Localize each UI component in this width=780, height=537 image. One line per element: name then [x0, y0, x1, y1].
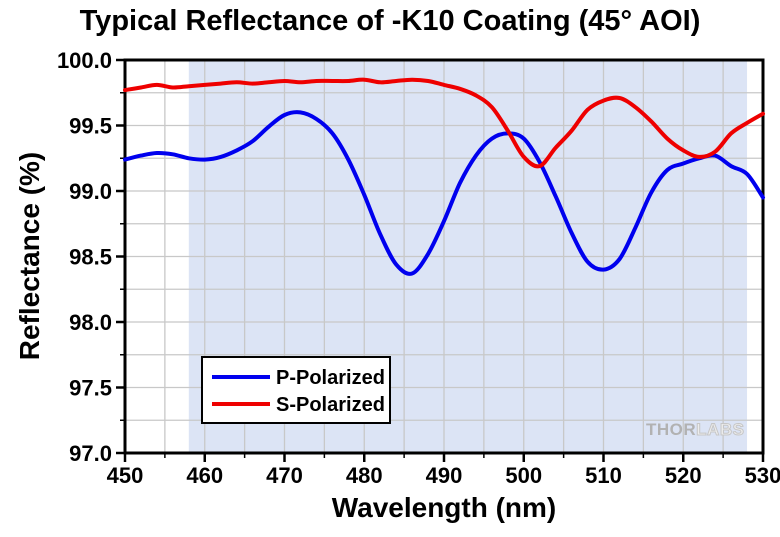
y-tick-label: 97.5	[69, 376, 112, 401]
x-tick-label: 520	[665, 463, 702, 488]
legend-label-s-polarized: S-Polarized	[276, 394, 385, 416]
y-tick-label: 99.0	[69, 179, 112, 204]
y-tick-label: 100.0	[57, 48, 112, 73]
x-tick-label: 530	[745, 463, 780, 488]
y-tick-label: 99.5	[69, 114, 112, 139]
legend	[201, 356, 391, 424]
x-tick-label: 510	[585, 463, 622, 488]
x-tick-label: 500	[505, 463, 542, 488]
plot-frame	[123, 58, 765, 455]
y-tick-label: 98.5	[69, 245, 112, 270]
y-tick-label: 98.0	[69, 310, 112, 335]
thorlabs-watermark: THORLABS	[646, 420, 744, 440]
legend-label-p-polarized: P-Polarized	[276, 367, 385, 389]
watermark-thor: THOR	[646, 420, 697, 439]
series-s-polarized	[123, 77, 765, 169]
x-tick-label: 460	[186, 463, 223, 488]
watermark-labs: LABS	[696, 420, 745, 440]
x-tick-label: 470	[266, 463, 303, 488]
x-axis-label: Wavelength (nm)	[331, 492, 557, 523]
chart-title: Typical Reflectance of -K10 Coating (45°…	[79, 5, 701, 37]
y-tick-label: 97.0	[69, 441, 112, 466]
x-tick-label: 490	[426, 463, 463, 488]
series-p-polarized	[123, 110, 765, 276]
x-tick-label: 450	[107, 463, 144, 488]
x-tick-label: 480	[346, 463, 383, 488]
